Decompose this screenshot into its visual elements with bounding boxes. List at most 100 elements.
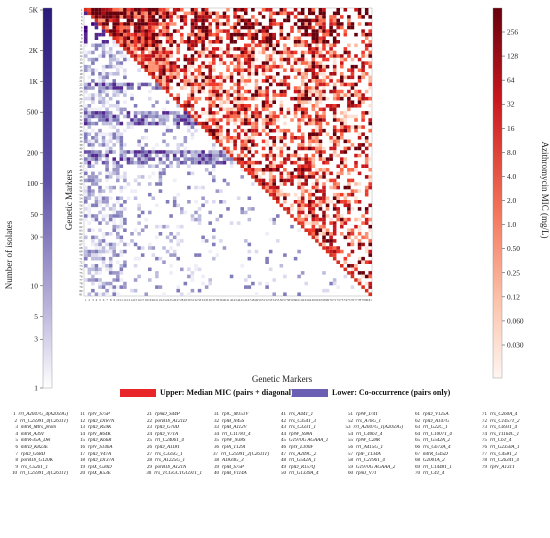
upper-cell [332,207,337,211]
lower-cell [108,139,113,144]
upper-cell [347,232,351,236]
upper-cell [354,82,358,87]
lower-cell [219,153,223,158]
lower-cell [84,160,88,165]
lower-cell [180,292,184,296]
marker-name: rrl_C2406T_4 [155,438,184,444]
upper-cell [368,128,372,133]
upper-cell [265,86,269,90]
y-index-label: 29 [79,107,83,111]
lower-cell [272,278,276,282]
upper-cell [219,36,223,40]
upper-cell [261,36,266,40]
lower-cell [112,43,116,48]
marker-row: 58 rrl_C2196T_4 [341,458,403,465]
upper-cell [318,224,323,229]
upper-cell [308,118,312,122]
lower-cell [116,242,120,247]
lower-cell [119,150,124,154]
diagonal-cell [244,168,248,172]
upper-cell [311,171,316,176]
right-tick-label: 0.060 [507,316,524,325]
lower-cell [197,253,202,257]
lower-cell [101,153,106,158]
upper-cell [233,32,237,37]
lower-cell [84,256,88,261]
lower-cell [87,203,92,208]
upper-cell [343,203,348,208]
upper-cell [236,8,241,12]
upper-cell [226,89,230,94]
x-index-label: 6 [103,298,105,302]
upper-cell [332,43,337,48]
upper-cell [137,36,141,40]
lower-cell [112,79,116,83]
lower-cell [190,160,195,165]
lower-cell [133,121,138,126]
upper-cell [354,8,358,12]
lower-cell [98,239,102,243]
upper-cell [347,125,351,129]
upper-cell [336,25,340,30]
upper-cell [140,43,145,48]
upper-cell [336,196,340,200]
upper-cell [233,15,237,19]
upper-cell [194,111,198,115]
upper-cell [325,64,330,69]
upper-cell [329,139,333,144]
upper-cell [315,22,319,26]
y-index-label: 74 [79,267,83,271]
upper-cell [347,93,351,97]
upper-cell [180,79,184,83]
x-index-label: 26 [173,298,177,302]
upper-cell [251,93,255,97]
upper-cell [261,104,266,108]
y-index-label: 7 [81,29,83,33]
upper-cell [133,8,138,12]
lower-cell [105,43,109,48]
upper-cell [240,64,244,69]
upper-cell [130,22,134,26]
upper-cell [204,75,209,80]
marker-row: 10 rrl_C2599T_3(C2611T) [6,471,68,478]
marker-number: 32 [214,418,219,424]
upper-cell [357,146,362,151]
upper-cell [322,8,326,12]
upper-cell [194,22,198,26]
upper-cell [276,146,280,151]
left-tick-label: 5 [34,312,38,321]
upper-cell [297,18,301,23]
upper-cell [308,11,312,16]
upper-cell [98,11,102,16]
upper-cell [204,82,209,87]
lower-cell [140,253,145,257]
lower-cell [87,221,92,225]
lower-cell [140,160,145,165]
lower-cell [87,189,92,193]
upper-cell [315,96,319,101]
lower-cell [84,168,88,172]
right-tick-label: 1.0 [507,220,517,229]
upper-cell [133,36,138,40]
lower-cell [112,246,116,250]
lower-cell [94,111,99,115]
upper-cell [251,61,255,65]
x-index-label: 31 [191,298,195,302]
upper-cell [357,271,362,275]
lower-cell [133,150,138,154]
upper-cell [169,11,173,16]
upper-cell [254,125,259,129]
marker-name: rrs_C526T_1 [21,464,48,470]
upper-cell [300,32,305,37]
x-index-label: 35 [205,298,209,302]
upper-cell [332,104,337,108]
upper-cell [162,15,166,19]
lower-cell [116,86,120,90]
upper-cell [343,93,348,97]
lower-cell [116,214,120,218]
upper-cell [347,104,351,108]
lower-cell [84,171,88,176]
upper-cell [258,29,262,33]
lower-cell [165,249,170,254]
marker-number: 49 [281,464,286,470]
